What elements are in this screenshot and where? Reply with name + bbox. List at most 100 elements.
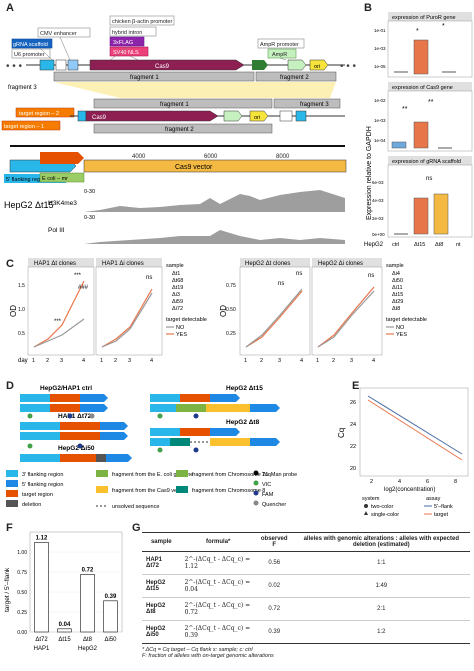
f-category-label: Δt72 [35,637,48,643]
svg-text:3: 3 [278,358,281,364]
svg-text:fragment from the E. coli geno: fragment from the E. coli genome [112,472,193,478]
svg-text:target: target [434,512,449,518]
f-tick-label: 0.50 [17,590,27,596]
panel-d-figure: HepG2/HAP1 ctrl HAP1 Δt72 HepG2 Δi50 Hep… [6,385,297,510]
table-cell: 2^-(ΔCq_t - ΔCq_c) = 1.12 [184,556,251,570]
svg-text:3: 3 [128,358,131,364]
f-bar [34,542,49,633]
tag-ampr: AmpR [272,52,287,58]
panel-f-bar-chart: target / 5'–flank 1.00 0.75 0.50 0.25 0.00 1.1… [4,531,123,652]
f-tick-label: 1.00 [17,550,27,556]
b-plot1-title: expression of PuroR gene [392,15,456,21]
svg-text:fragment from the Cas9 vector: fragment from the Cas9 vector [112,488,186,494]
svg-text:target detectable: target detectable [166,317,207,323]
f-bar-value-label: 1.12 [36,535,48,541]
svg-text:ns: ns [296,271,302,277]
svg-text:NO: NO [176,325,185,331]
f-tick-label: 0.25 [17,610,27,616]
f-bar-value-label: 0.04 [59,622,71,628]
svg-text:5' flanking region: 5' flanking region [22,482,63,488]
svg-text:20: 20 [350,466,356,472]
d-construct-i50: HepG2 Δi50 [58,445,95,452]
track2-range: 0-30 [84,215,95,221]
svg-text:target region: target region [22,492,53,498]
d-construct-t72: HAP1 Δt72 [58,413,92,420]
svg-text:***: *** [74,273,82,279]
svg-text:single-color: single-color [371,512,399,518]
table-cell: HepG2 Δt8 [146,603,166,615]
tag-3xflag: 3xFLAG [113,40,133,46]
svg-text:Δi4: Δi4 [392,271,400,277]
svg-text:HAP1 Δt clones: HAP1 Δt clones [34,261,76,267]
svg-text:1: 1 [100,358,103,364]
svg-text:3' flanking region: 3' flanking region [22,472,63,478]
table-cell: 2^-(ΔCq_t - ΔCq_c) = 0.39 [184,625,251,639]
tag-hybrid-intron: hybrid intron [112,30,142,36]
svg-text:ns: ns [368,273,374,279]
table-row: HepG2 Δt15 2^-(ΔCq_t - ΔCq_c) = 0.04 0.0… [142,575,470,598]
fragment3-label-left: fragment 3 [8,85,37,91]
svg-text:HAP1 Δi clones: HAP1 Δi clones [102,261,144,267]
svg-text:0.75: 0.75 [226,283,236,289]
ori-label-top: ori [314,64,320,70]
f-bar-value-label: 0.39 [105,594,117,600]
svg-text:deletion: deletion [22,502,41,508]
f-tick-label: 0.75 [17,570,27,576]
svg-text:Δt1: Δt1 [172,271,180,277]
cas9-vector-label: Cas9 vector [175,164,213,171]
svg-text:1: 1 [32,358,35,364]
panel-b-figure: Expression relative to GAPDH expression … [364,12,473,248]
svg-text:4: 4 [150,358,153,364]
svg-text:FAM: FAM [262,492,274,498]
table-header: formula* [206,539,231,545]
svg-text:Δt15: Δt15 [392,292,403,298]
svg-text:**: ** [402,106,408,113]
c-ylabel-left: OD [9,305,18,317]
f-ylabel: target / 5'–flank [4,567,11,612]
svg-text:2: 2 [370,479,373,485]
svg-text:0.50: 0.50 [226,307,236,313]
svg-text:Δt15: Δt15 [414,242,425,248]
svg-text:ns: ns [146,275,152,281]
panel-label-d: D [6,380,14,392]
svg-text:3: 3 [350,358,353,364]
b-plot2-title: expression of Cas9 gene [392,85,453,91]
svg-text:YES: YES [396,332,407,338]
tag-ampr-promoter: AmpR promoter [260,42,299,48]
panel-g-table-wrap: sample formula* observed F alleles with … [142,532,470,659]
fragment1-label-mid: fragment 1 [160,102,189,108]
svg-text:**: ** [428,99,434,106]
svg-text:unsolved sequence: unsolved sequence [112,504,159,510]
svg-text:HepG2 Δi clones: HepG2 Δi clones [318,261,363,267]
svg-text:Δi50: Δi50 [392,278,403,284]
f-tick-label: 0.00 [17,630,27,636]
f-category-label: Δt8 [83,637,93,643]
scale-4000: 4000 [132,154,146,160]
f-group-label: HAP1 [34,646,50,652]
svg-text:Quencher: Quencher [262,502,286,508]
scale-6000: 6000 [204,154,218,160]
table-footnote-2: F: fraction of alleles with on-target ge… [142,653,274,659]
svg-text:1: 1 [244,358,247,364]
table-cell: HAP1 Δt72 [146,557,163,569]
fragment3-label-mid: fragment 3 [300,102,329,108]
table-cell: 0.02 [268,583,281,589]
svg-text:1e-03: 1e-03 [374,46,386,51]
svg-text:Δt8: Δt8 [392,306,400,312]
svg-text:24: 24 [350,422,356,428]
f-category-label: Δi50 [104,637,117,643]
tag-grna-scaffold: gRNA scaffold [13,42,48,48]
cell-line-label: HepG2 Δt15 [4,200,54,210]
svg-text:VIC: VIC [262,482,271,488]
svg-text:2: 2 [260,358,263,364]
b-row-label: HepG2 [364,242,384,248]
svg-text:Δi72: Δi72 [172,306,183,312]
svg-text:nt: nt [456,242,461,248]
svg-text:0.25: 0.25 [226,331,236,337]
d-construct-t15: HepG2 Δt15 [226,385,263,392]
f-group-label: HepG2 [78,646,98,652]
svg-text:5'–flank: 5'–flank [434,504,453,510]
table-cell: 1:2 [377,629,386,635]
panel-label-e: E [352,380,360,392]
panel-c-figure: OD HAP1 Δt clones HAP1 Δi clones 1.5 1.0 0… [9,258,427,364]
